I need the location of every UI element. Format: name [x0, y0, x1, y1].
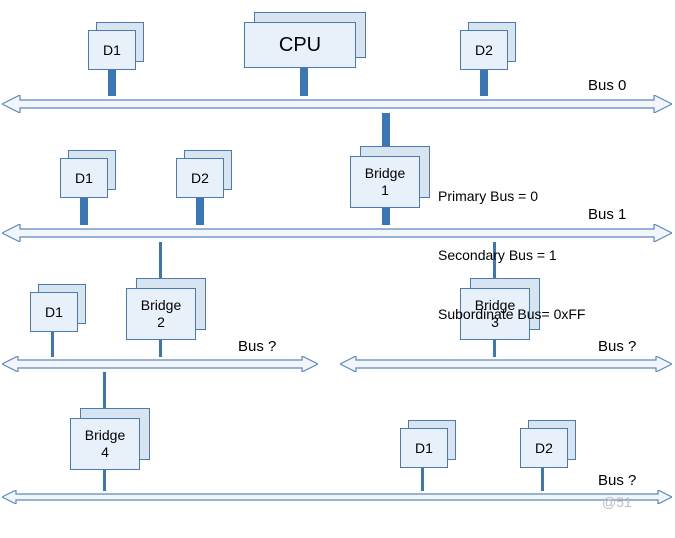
watermark-text: @51 — [602, 494, 632, 510]
bus-3-label: Bus ? — [598, 472, 636, 489]
bus-2a-label: Bus ? — [238, 338, 276, 355]
bus-2b — [340, 356, 672, 372]
bridge-1-annotation: Primary Bus = 0 Secondary Bus = 1 Subord… — [438, 148, 585, 344]
annot-line-2: Secondary Bus = 1 — [438, 246, 585, 266]
conn-r0-d2 — [480, 70, 488, 96]
conn-r0-d1 — [108, 70, 116, 96]
bus-3 — [2, 490, 672, 504]
conn-bridge1-up — [382, 113, 390, 147]
conn-cpu — [300, 68, 308, 96]
conn-r1-d1 — [80, 198, 88, 225]
conn-r4-d1 — [421, 468, 424, 491]
bus-2b-label: Bus ? — [598, 338, 636, 355]
conn-r1-d2 — [196, 198, 204, 225]
conn-bridge2-down — [159, 340, 162, 357]
bus-0-label: Bus 0 — [588, 77, 626, 94]
conn-bridge2-up — [159, 242, 162, 279]
annot-line-3: Subordinate Bus= 0xFF — [438, 305, 585, 325]
conn-r2-d1 — [51, 332, 54, 357]
bus-0 — [2, 95, 672, 113]
conn-bridge4-down — [103, 470, 106, 491]
conn-r4-d2 — [541, 468, 544, 491]
conn-bridge1-down — [382, 208, 390, 225]
conn-bridge4-up — [103, 372, 106, 409]
annot-line-1: Primary Bus = 0 — [438, 187, 585, 207]
bus-2a — [2, 356, 318, 372]
bus-1-label: Bus 1 — [588, 206, 626, 223]
